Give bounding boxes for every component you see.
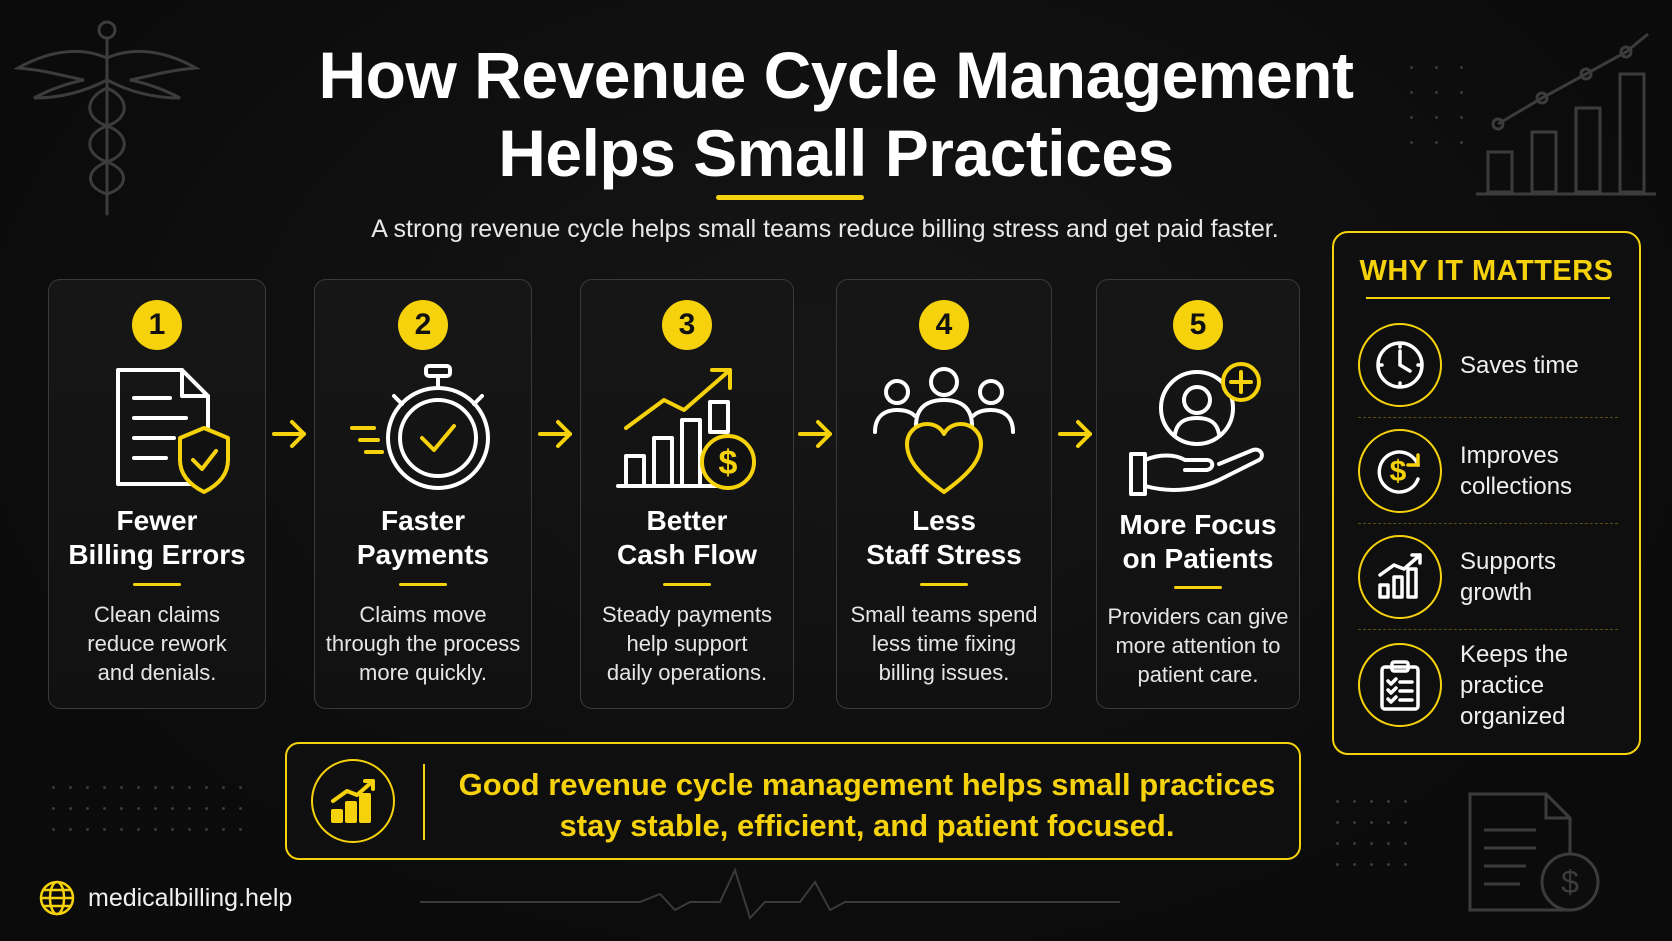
heartbeat-line-decoration [420, 867, 1120, 920]
why-it-matters-title: WHY IT MATTERS [1359, 255, 1614, 287]
title-underline [716, 195, 864, 200]
svg-text:$: $ [1561, 864, 1579, 900]
why-divider [1358, 523, 1618, 524]
growth-chart-decoration-icon [1476, 32, 1656, 196]
step-number-badge: 5 [1173, 300, 1223, 350]
card-divider [399, 583, 447, 586]
bar-chart-dollar-icon: $ [616, 368, 756, 490]
why-divider [1358, 629, 1618, 630]
why-item-icon-circle [1358, 535, 1442, 619]
caduceus-icon [14, 20, 200, 216]
card-divider [920, 583, 968, 586]
card-title: Better Cash Flow [616, 505, 757, 570]
card-description: Providers can give more attention to pat… [1107, 604, 1289, 687]
card-divider [1174, 586, 1222, 589]
card-title: More Focus on Patients [1119, 509, 1277, 574]
why-item-saves-time: Saves time [1358, 315, 1618, 411]
step-number-badge: 1 [132, 300, 182, 350]
why-item-icon-circle [1358, 323, 1442, 407]
why-it-matters-panel: WHY IT MATTERS Saves time $ Impr [1332, 231, 1641, 755]
dot-grid-decoration [1410, 66, 1463, 144]
page-subtitle: A strong revenue cycle helps small teams… [371, 215, 1279, 243]
globe-icon [39, 880, 75, 916]
banner-icon-circle [311, 759, 395, 843]
summary-banner: Good revenue cycle management helps smal… [285, 742, 1301, 860]
growth-chart-icon [1378, 553, 1422, 599]
card-title: Less Staff Stress [866, 505, 1022, 570]
card-description: Small teams spend less time fixing billi… [850, 602, 1038, 685]
why-item-label: Supports growth [1460, 548, 1557, 606]
why-item-keeps-organized: Keeps the practice organized [1358, 635, 1618, 731]
banner-divider [423, 764, 425, 840]
why-item-label: Keeps the practice organized [1460, 640, 1569, 730]
benefit-card-1: 1 Fewer Billing Errors Clean claims redu… [48, 279, 266, 709]
chart-up-icon [331, 779, 375, 823]
hand-patient-plus-icon [1129, 362, 1264, 496]
benefit-card-2: 2 Faster Payments Claims move through th… [314, 279, 532, 709]
card-divider [133, 583, 181, 586]
team-heart-icon [873, 367, 1015, 494]
dot-grid-decoration [1336, 800, 1407, 866]
svg-text:$: $ [1390, 455, 1407, 488]
why-divider [1358, 417, 1618, 418]
banner-text: Good revenue cycle management helps smal… [458, 767, 1276, 843]
arrow-right-icon [1058, 420, 1092, 448]
title-line-1: How Revenue Cycle Management [318, 38, 1354, 112]
benefit-card-3: 3 $ Better Cash Flow Steady payments hel… [580, 279, 794, 709]
card-title: Fewer Billing Errors [68, 505, 246, 570]
page-title: How Revenue Cycle Management Helps Small… [236, 36, 1436, 192]
arrow-right-icon [272, 420, 306, 448]
footer-site-link[interactable]: medicalbilling.help [88, 883, 293, 912]
arrow-right-icon [538, 420, 572, 448]
dollar-refresh-icon: $ [1377, 450, 1420, 494]
why-item-icon-circle: $ [1358, 429, 1442, 513]
clipboard-checklist-icon [1380, 660, 1420, 711]
footer: medicalbilling.help [38, 878, 292, 918]
step-number-badge: 4 [919, 300, 969, 350]
document-shield-check-icon [116, 368, 230, 494]
card-description: Claims move through the process more qui… [325, 602, 521, 685]
benefit-card-4: 4 Less Staff Stress Small teams spend le… [836, 279, 1052, 709]
why-item-improves-collections: $ Improves collections [1358, 421, 1618, 517]
dot-grid-decoration [52, 786, 242, 831]
invoice-dollar-decoration-icon: $ [1468, 792, 1600, 912]
title-line-2: Helps Small Practices [498, 116, 1174, 190]
stopwatch-check-icon [350, 364, 490, 490]
benefit-card-5: 5 More Focus on Patients Providers can g… [1096, 279, 1300, 709]
why-item-label: Saves time [1460, 351, 1579, 379]
clock-icon [1376, 341, 1424, 389]
card-title: Faster Payments [356, 505, 490, 570]
why-item-label: Improves collections [1460, 442, 1573, 500]
card-description: Steady payments help support daily opera… [602, 602, 772, 685]
card-divider [663, 583, 711, 586]
card-description: Clean claims reduce rework and denials. [87, 602, 227, 685]
arrow-right-icon [798, 420, 832, 448]
why-item-supports-growth: Supports growth [1358, 527, 1618, 623]
step-number-badge: 3 [662, 300, 712, 350]
why-item-icon-circle [1358, 643, 1442, 727]
step-number-badge: 2 [398, 300, 448, 350]
svg-text:$: $ [719, 444, 738, 482]
why-it-matters-underline [1366, 297, 1610, 299]
